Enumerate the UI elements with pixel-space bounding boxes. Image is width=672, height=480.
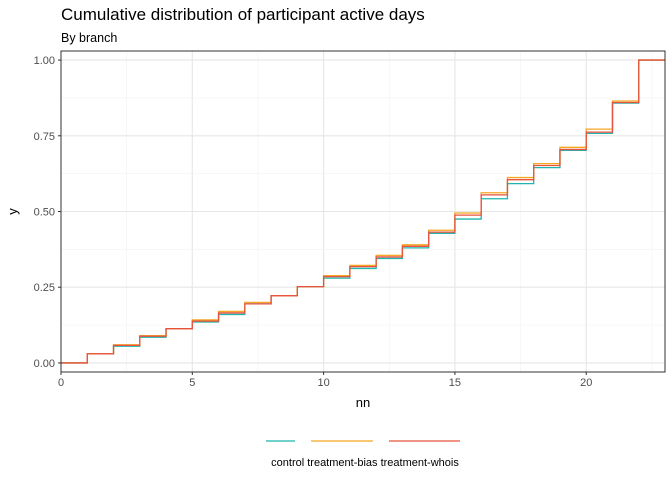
y-axis-title: y: [5, 208, 20, 215]
chart-title: Cumulative distribution of participant a…: [61, 5, 425, 24]
y-tick-label: 0.50: [34, 207, 55, 219]
series-layer: [61, 59, 665, 364]
y-tick-label: 1.00: [34, 55, 55, 67]
x-axis-title: nn: [356, 395, 370, 410]
x-tick-label: 20: [580, 377, 592, 389]
legend-labels: control treatment-bias treatment-whois: [271, 457, 459, 469]
x-tick-label: 10: [317, 377, 329, 389]
y-tick-label: 0.25: [34, 282, 55, 294]
grid-lines: [60, 51, 665, 372]
chart-subtitle: By branch: [61, 31, 118, 45]
x-tick-label: 0: [58, 377, 64, 389]
series-line-treatment-whois: [61, 59, 665, 364]
x-tick-label: 15: [449, 377, 461, 389]
x-tick-label: 5: [189, 377, 195, 389]
y-tick-label: 0.75: [34, 131, 55, 143]
axes: 0 5 10 15 20 0.00 0.25 0.50 0.75 1.00: [34, 55, 593, 389]
y-tick-label: 0.00: [34, 358, 55, 370]
